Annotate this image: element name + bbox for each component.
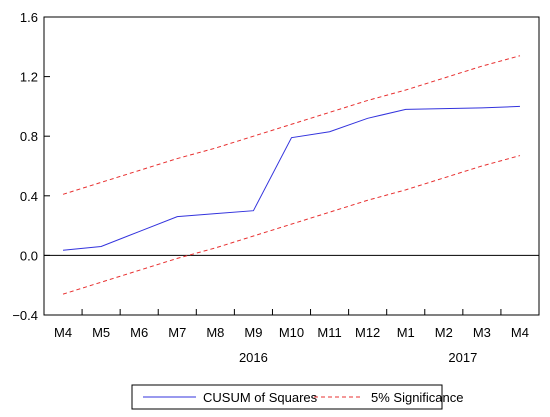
y-tick-label: 0.0 (20, 248, 38, 263)
x-axis-ticks: M4 M5 M6 M7 M8 M9 M10 M11 M12 M1 M2 M3 M4 (54, 309, 529, 340)
x-tick-label: M11 (317, 325, 341, 340)
x-tick-label: M4 (511, 325, 529, 340)
year-label: 2016 (239, 350, 268, 365)
series-line-5-significance-upper (62, 55, 521, 195)
y-axis-ticks: −0.4 0.0 0.4 0.8 1.2 1.6 (12, 10, 50, 323)
x-tick-label: M1 (397, 325, 415, 340)
x-tick-label: M10 (279, 325, 304, 340)
y-tick-label: 1.2 (20, 70, 38, 85)
series-lines (62, 55, 521, 295)
legend-label-cusum: CUSUM of Squares (203, 390, 318, 405)
series-line-5-significance-lower (62, 155, 521, 295)
x-tick-label: M6 (130, 325, 148, 340)
x-tick-label: M9 (244, 325, 262, 340)
legend: CUSUM of Squares 5% Significance (131, 384, 464, 410)
y-tick-label: 0.4 (20, 189, 38, 204)
x-tick-label: M4 (54, 325, 72, 340)
year-label: 2017 (448, 350, 477, 365)
x-tick-label: M7 (168, 325, 186, 340)
y-tick-label: 1.6 (20, 10, 38, 25)
year-labels: 2016 2017 (239, 350, 477, 365)
series-line-cusum-of-squares (62, 105, 520, 251)
x-tick-label: M8 (206, 325, 224, 340)
plot-frame (43, 16, 540, 316)
x-tick-label: M12 (355, 325, 380, 340)
y-tick-label: 0.8 (20, 129, 38, 144)
legend-label-significance: 5% Significance (371, 390, 464, 405)
y-tick-label: −0.4 (12, 308, 38, 323)
x-tick-label: M2 (435, 325, 453, 340)
x-tick-label: M5 (92, 325, 110, 340)
x-tick-label: M3 (473, 325, 491, 340)
